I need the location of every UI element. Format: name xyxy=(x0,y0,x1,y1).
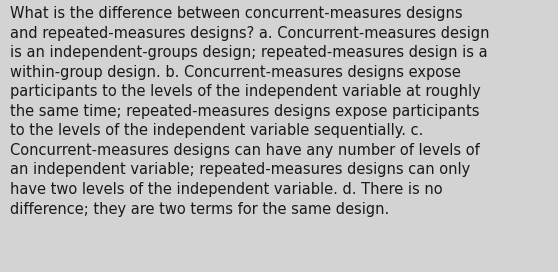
Text: What is the difference between concurrent-measures designs
and repeated-measures: What is the difference between concurren… xyxy=(10,6,489,217)
